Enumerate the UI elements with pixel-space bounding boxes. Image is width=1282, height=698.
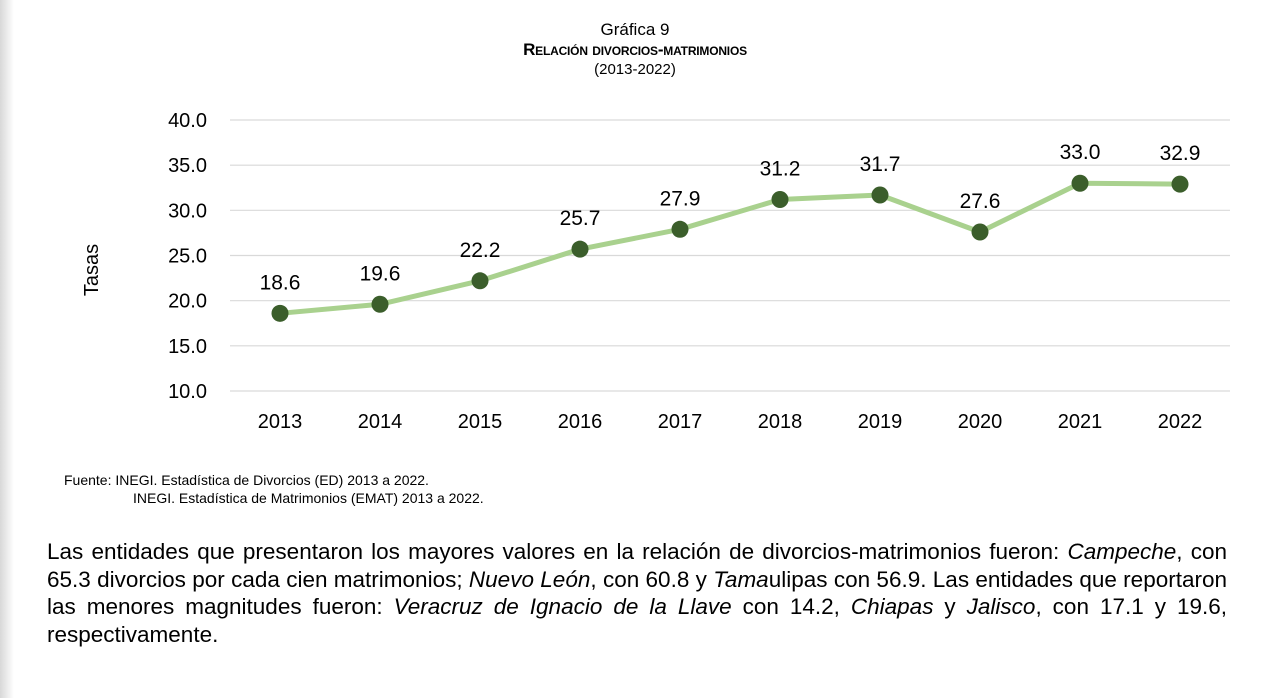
x-tick-label: 2014 xyxy=(358,411,403,433)
data-label: 27.9 xyxy=(660,187,701,210)
x-tick-label: 2020 xyxy=(958,411,1003,433)
paragraph-text: con 14.2, xyxy=(731,594,851,619)
chart-title: Relación divorcios-matrimonios xyxy=(0,40,1270,60)
chart-title-text: Relación divorcios-matrimonios xyxy=(523,40,747,59)
x-tick-label: 2022 xyxy=(1158,411,1203,433)
paragraph-emphasis: Tama xyxy=(713,566,769,592)
x-axis-ticks: 2013 2014 2015 2016 2017 2018 2019 2020 2021 2022 xyxy=(258,411,1203,433)
x-tick-label: 2017 xyxy=(658,411,703,433)
data-label: 19.6 xyxy=(360,262,401,285)
y-tick-label: 20.0 xyxy=(168,291,207,313)
paragraph-emphasis: Chiapas xyxy=(850,594,934,619)
x-tick-label: 2015 xyxy=(458,411,503,433)
y-axis-label: Tasas xyxy=(81,244,103,296)
paragraph-emphasis: Nuevo León xyxy=(468,566,591,592)
paragraph-text: , con 17.1 y 19.6, respectivamente. xyxy=(47,594,1227,647)
line-chart: 10.015.020.025.030.035.040.0 2013 2014 201… xyxy=(81,110,1230,433)
x-tick-label: 2016 xyxy=(558,411,603,433)
y-tick-label: 40.0 xyxy=(168,110,207,132)
data-label: 22.2 xyxy=(460,239,501,262)
data-point xyxy=(271,304,289,322)
data-point xyxy=(571,240,589,258)
paragraph-emphasis: Campeche xyxy=(1067,539,1177,564)
data-labels: 18.6 19.6 22.2 25.7 27.9 31.2 31.7 27.6 33.0 32.9 xyxy=(260,141,1201,294)
y-tick-label: 15.0 xyxy=(168,336,207,358)
data-point xyxy=(1171,175,1189,193)
data-point xyxy=(771,190,789,208)
paragraph-text: y xyxy=(933,594,967,619)
data-point xyxy=(871,186,889,204)
paragraph-text: Las entidades que presentaron los mayore… xyxy=(47,539,1068,564)
source-note: Fuente: INEGI. Estadística de Divorcios … xyxy=(64,471,484,507)
body-paragraph: Las entidades que presentaron los mayore… xyxy=(47,538,1227,648)
paragraph-text: , con 65.3 divorcios por cada cien matri… xyxy=(47,539,1227,592)
series-line-path xyxy=(277,180,1183,316)
data-label: 18.6 xyxy=(260,271,301,294)
x-tick-label: 2018 xyxy=(758,411,803,433)
chart-period: (2013-2022) xyxy=(594,61,676,78)
data-label: 31.7 xyxy=(860,153,901,176)
y-tick-label: 25.0 xyxy=(168,246,207,268)
source-line-1: Fuente: INEGI. Estadística de Divorcios … xyxy=(64,472,429,488)
series-line xyxy=(277,180,1183,316)
paragraph-emphasis: Veracruz de Ignacio de la Llave xyxy=(393,594,732,619)
data-label: 31.2 xyxy=(760,157,801,180)
data-point xyxy=(471,272,489,290)
data-label: 33.0 xyxy=(1060,141,1101,164)
data-point xyxy=(371,295,389,313)
chart-number: Gráfica 9 xyxy=(600,20,670,39)
y-tick-label: 35.0 xyxy=(168,155,207,177)
data-label: 25.7 xyxy=(560,207,601,230)
data-point xyxy=(671,220,689,238)
source-line-2: INEGI. Estadística de Matrimonios (EMAT)… xyxy=(133,490,484,506)
data-point xyxy=(1071,174,1089,192)
x-tick-label: 2021 xyxy=(1058,411,1103,433)
y-tick-label: 10.0 xyxy=(168,381,207,403)
data-point xyxy=(971,223,989,241)
paragraph-text: , con 60.8 y xyxy=(590,566,714,592)
x-tick-label: 2019 xyxy=(858,411,903,433)
x-tick-label: 2013 xyxy=(258,411,303,433)
page-edge-shadow xyxy=(0,0,14,698)
data-points xyxy=(271,174,1189,322)
paragraph-emphasis: Jalisco xyxy=(966,594,1036,619)
data-label: 32.9 xyxy=(1160,142,1201,165)
data-label: 27.6 xyxy=(960,190,1001,213)
paragraph-text: ulipas con 56.9. Las entidades que repor… xyxy=(47,566,1227,620)
y-axis-ticks: 10.0 15.0 20.0 25.0 30.0 35.0 40.0 xyxy=(168,110,207,403)
chart-header: Gráfica 9 Relación divorcios-matrimonios… xyxy=(0,20,1270,80)
y-tick-label: 30.0 xyxy=(168,200,207,222)
